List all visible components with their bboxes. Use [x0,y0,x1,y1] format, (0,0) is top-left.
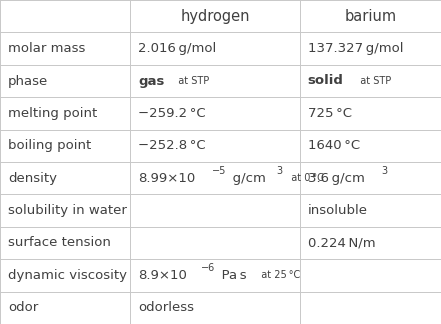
Text: g/cm: g/cm [231,172,266,185]
Text: 0.224 N/m: 0.224 N/m [308,237,375,249]
Text: −252.8 °C: −252.8 °C [138,139,206,152]
Text: hydrogen: hydrogen [180,9,250,24]
Text: insoluble: insoluble [308,204,368,217]
Text: melting point: melting point [8,107,97,120]
Text: 8.9×10: 8.9×10 [138,269,187,282]
Text: phase: phase [8,75,48,87]
Text: 3: 3 [381,166,387,176]
Text: solubility in water: solubility in water [8,204,127,217]
Text: odor: odor [8,301,38,314]
Text: gas: gas [138,75,164,87]
Text: 8.99×10: 8.99×10 [138,172,195,185]
Text: molar mass: molar mass [8,42,85,55]
Text: barium: barium [344,9,396,24]
Text: at 25 °C: at 25 °C [255,271,300,280]
Text: −5: −5 [212,166,226,176]
Text: Pa s: Pa s [220,269,247,282]
Text: boiling point: boiling point [8,139,91,152]
Text: 3.6 g/cm: 3.6 g/cm [308,172,365,185]
Text: 3: 3 [277,166,283,176]
Text: 1640 °C: 1640 °C [308,139,360,152]
Text: at STP: at STP [172,76,209,86]
Text: 137.327 g/mol: 137.327 g/mol [308,42,404,55]
Text: −259.2 °C: −259.2 °C [138,107,206,120]
Text: 2.016 g/mol: 2.016 g/mol [138,42,216,55]
Text: at STP: at STP [354,76,391,86]
Text: 725 °C: 725 °C [308,107,352,120]
Text: odorless: odorless [138,301,194,314]
Text: surface tension: surface tension [8,237,111,249]
Text: at 0 °C: at 0 °C [284,173,324,183]
Text: −6: −6 [201,263,215,273]
Text: dynamic viscosity: dynamic viscosity [8,269,127,282]
Text: density: density [8,172,57,185]
Text: solid: solid [308,75,344,87]
